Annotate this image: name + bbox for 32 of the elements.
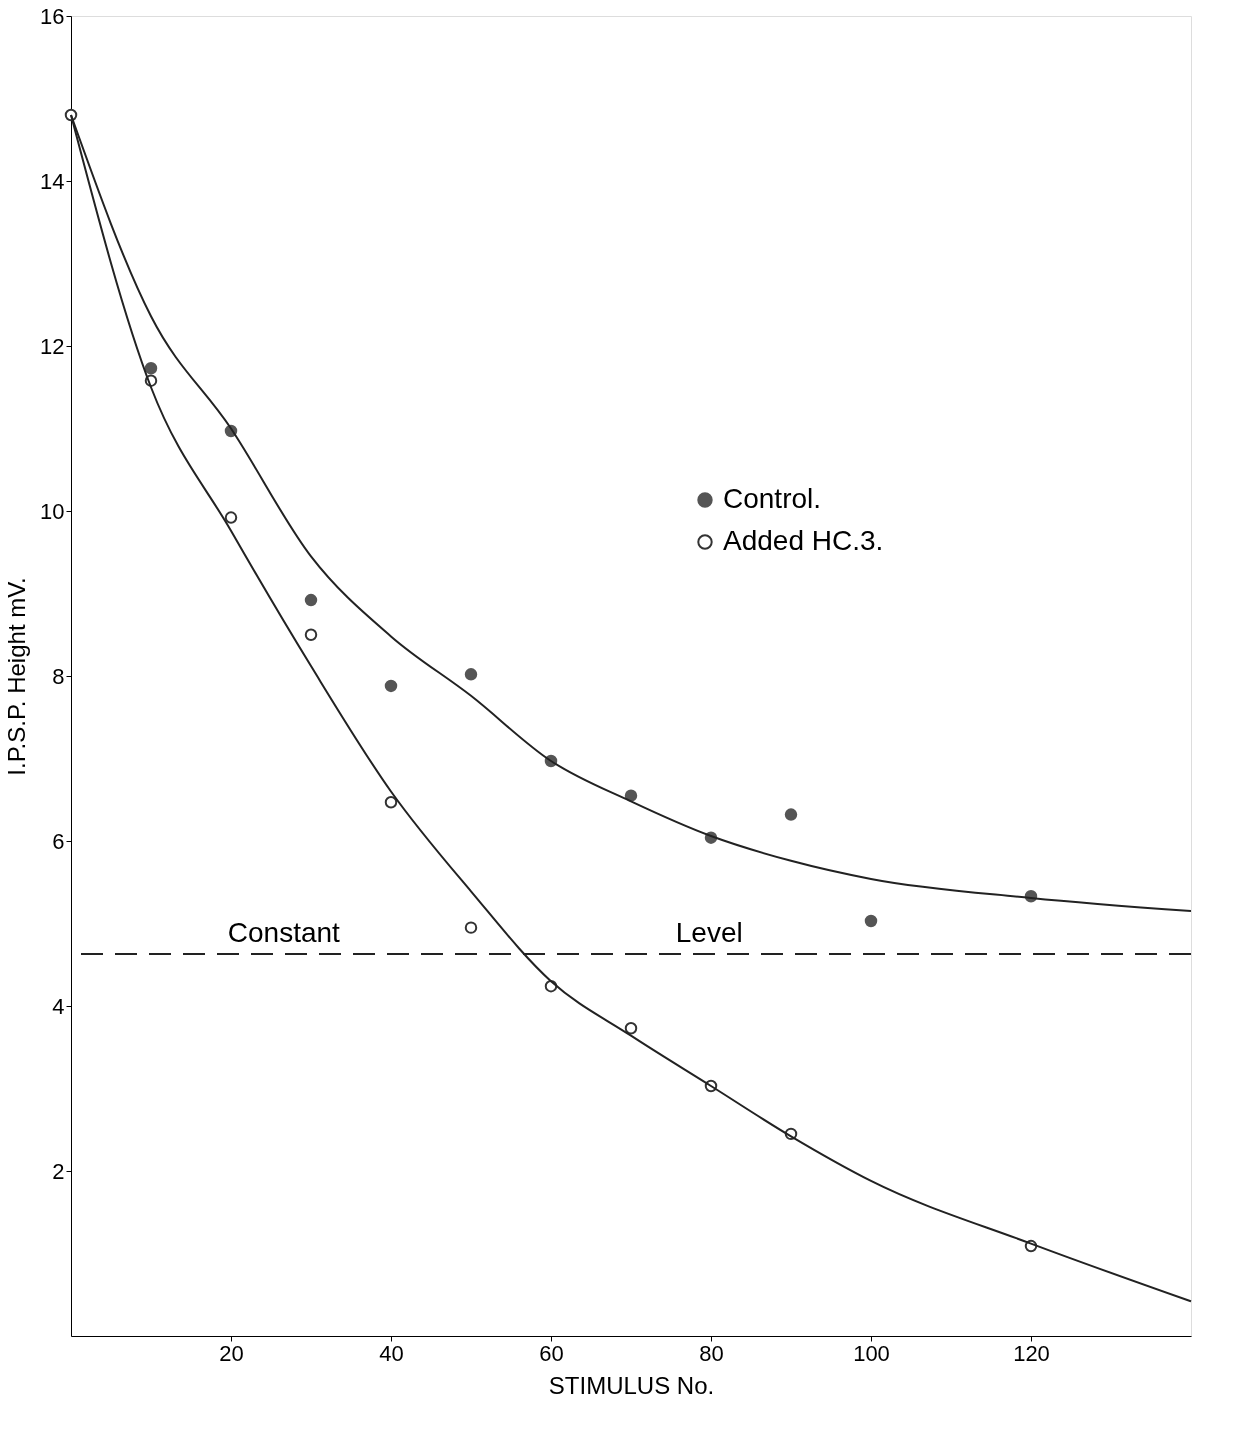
point <box>384 679 398 693</box>
point <box>624 1022 638 1035</box>
y-tick-label: 12 <box>40 333 65 359</box>
y-tick-label: 2 <box>52 1158 65 1184</box>
point <box>304 593 318 607</box>
point <box>304 628 318 641</box>
point <box>224 511 238 524</box>
point <box>784 808 798 821</box>
y-tick-label: 16 <box>40 3 65 29</box>
legend-label: Added HC.3. <box>723 525 884 556</box>
y-tick-label: 10 <box>40 498 65 524</box>
point <box>864 914 878 928</box>
point <box>144 362 158 375</box>
x-tick-label: 40 <box>379 1340 404 1366</box>
point <box>384 795 398 809</box>
x-tick-label: 120 <box>1013 1340 1050 1366</box>
y-tick-label: 8 <box>52 663 65 689</box>
y-tick-label: 4 <box>52 993 65 1019</box>
annotation: Level <box>675 917 743 949</box>
x-tick-label: 60 <box>539 1340 564 1366</box>
point <box>464 921 478 934</box>
x-tick-label: 80 <box>699 1340 724 1366</box>
annotation: Constant <box>227 917 341 949</box>
legend-label: Control. <box>723 483 822 514</box>
y-tick-label: 14 <box>40 168 65 194</box>
point <box>624 789 638 802</box>
x-tick-label: 100 <box>853 1340 890 1366</box>
y-axis-title: I.P.S.P. Height mV. <box>3 577 31 776</box>
x-tick-label: 20 <box>219 1340 244 1366</box>
point <box>464 668 478 681</box>
y-tick-label: 6 <box>52 828 65 854</box>
x-axis-title: STIMULUS No. <box>548 1371 715 1399</box>
